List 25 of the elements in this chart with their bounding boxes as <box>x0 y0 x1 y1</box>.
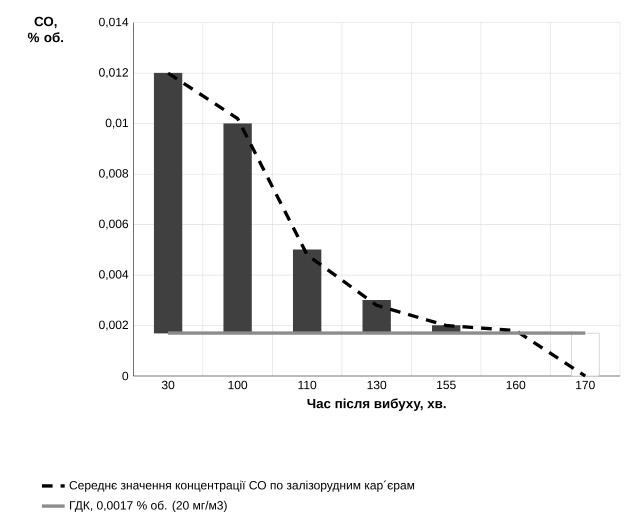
y-axis-title: СО, % об. <box>28 16 64 42</box>
x-axis-title: Час після вибуху, хв. <box>307 398 446 411</box>
bar <box>571 332 600 376</box>
y-tick-label: 0 <box>122 372 128 380</box>
legend-label: ГДК, 0,0017 % об. (20 мг/м3) <box>70 500 227 512</box>
x-tick-label: 100 <box>228 380 248 390</box>
x-tick-label: 170 <box>576 380 595 390</box>
bar <box>292 250 322 334</box>
x-tick-label: 155 <box>437 380 456 390</box>
y-tick-label: 0,01 <box>106 118 128 129</box>
x-tick-label: 160 <box>506 380 526 390</box>
bar <box>154 72 182 334</box>
y-tick-label: 0,006 <box>99 220 128 230</box>
legend-label: Середнє значення концентрації СО по залізорудним кар´єрам <box>70 480 414 492</box>
y-tick-label: 0,014 <box>99 18 128 28</box>
x-tick-label: 30 <box>162 380 174 390</box>
line-series <box>166 71 587 378</box>
y-tick-label: 0,008 <box>99 169 128 180</box>
x-tick-label: 130 <box>368 380 386 390</box>
bar <box>362 300 391 334</box>
y-tick-label: 0,004 <box>99 270 128 280</box>
x-tick-label: 110 <box>298 380 316 390</box>
y-tick-label: 0,012 <box>99 68 128 78</box>
bar <box>223 123 252 334</box>
y-tick-label: 0,002 <box>99 320 128 330</box>
